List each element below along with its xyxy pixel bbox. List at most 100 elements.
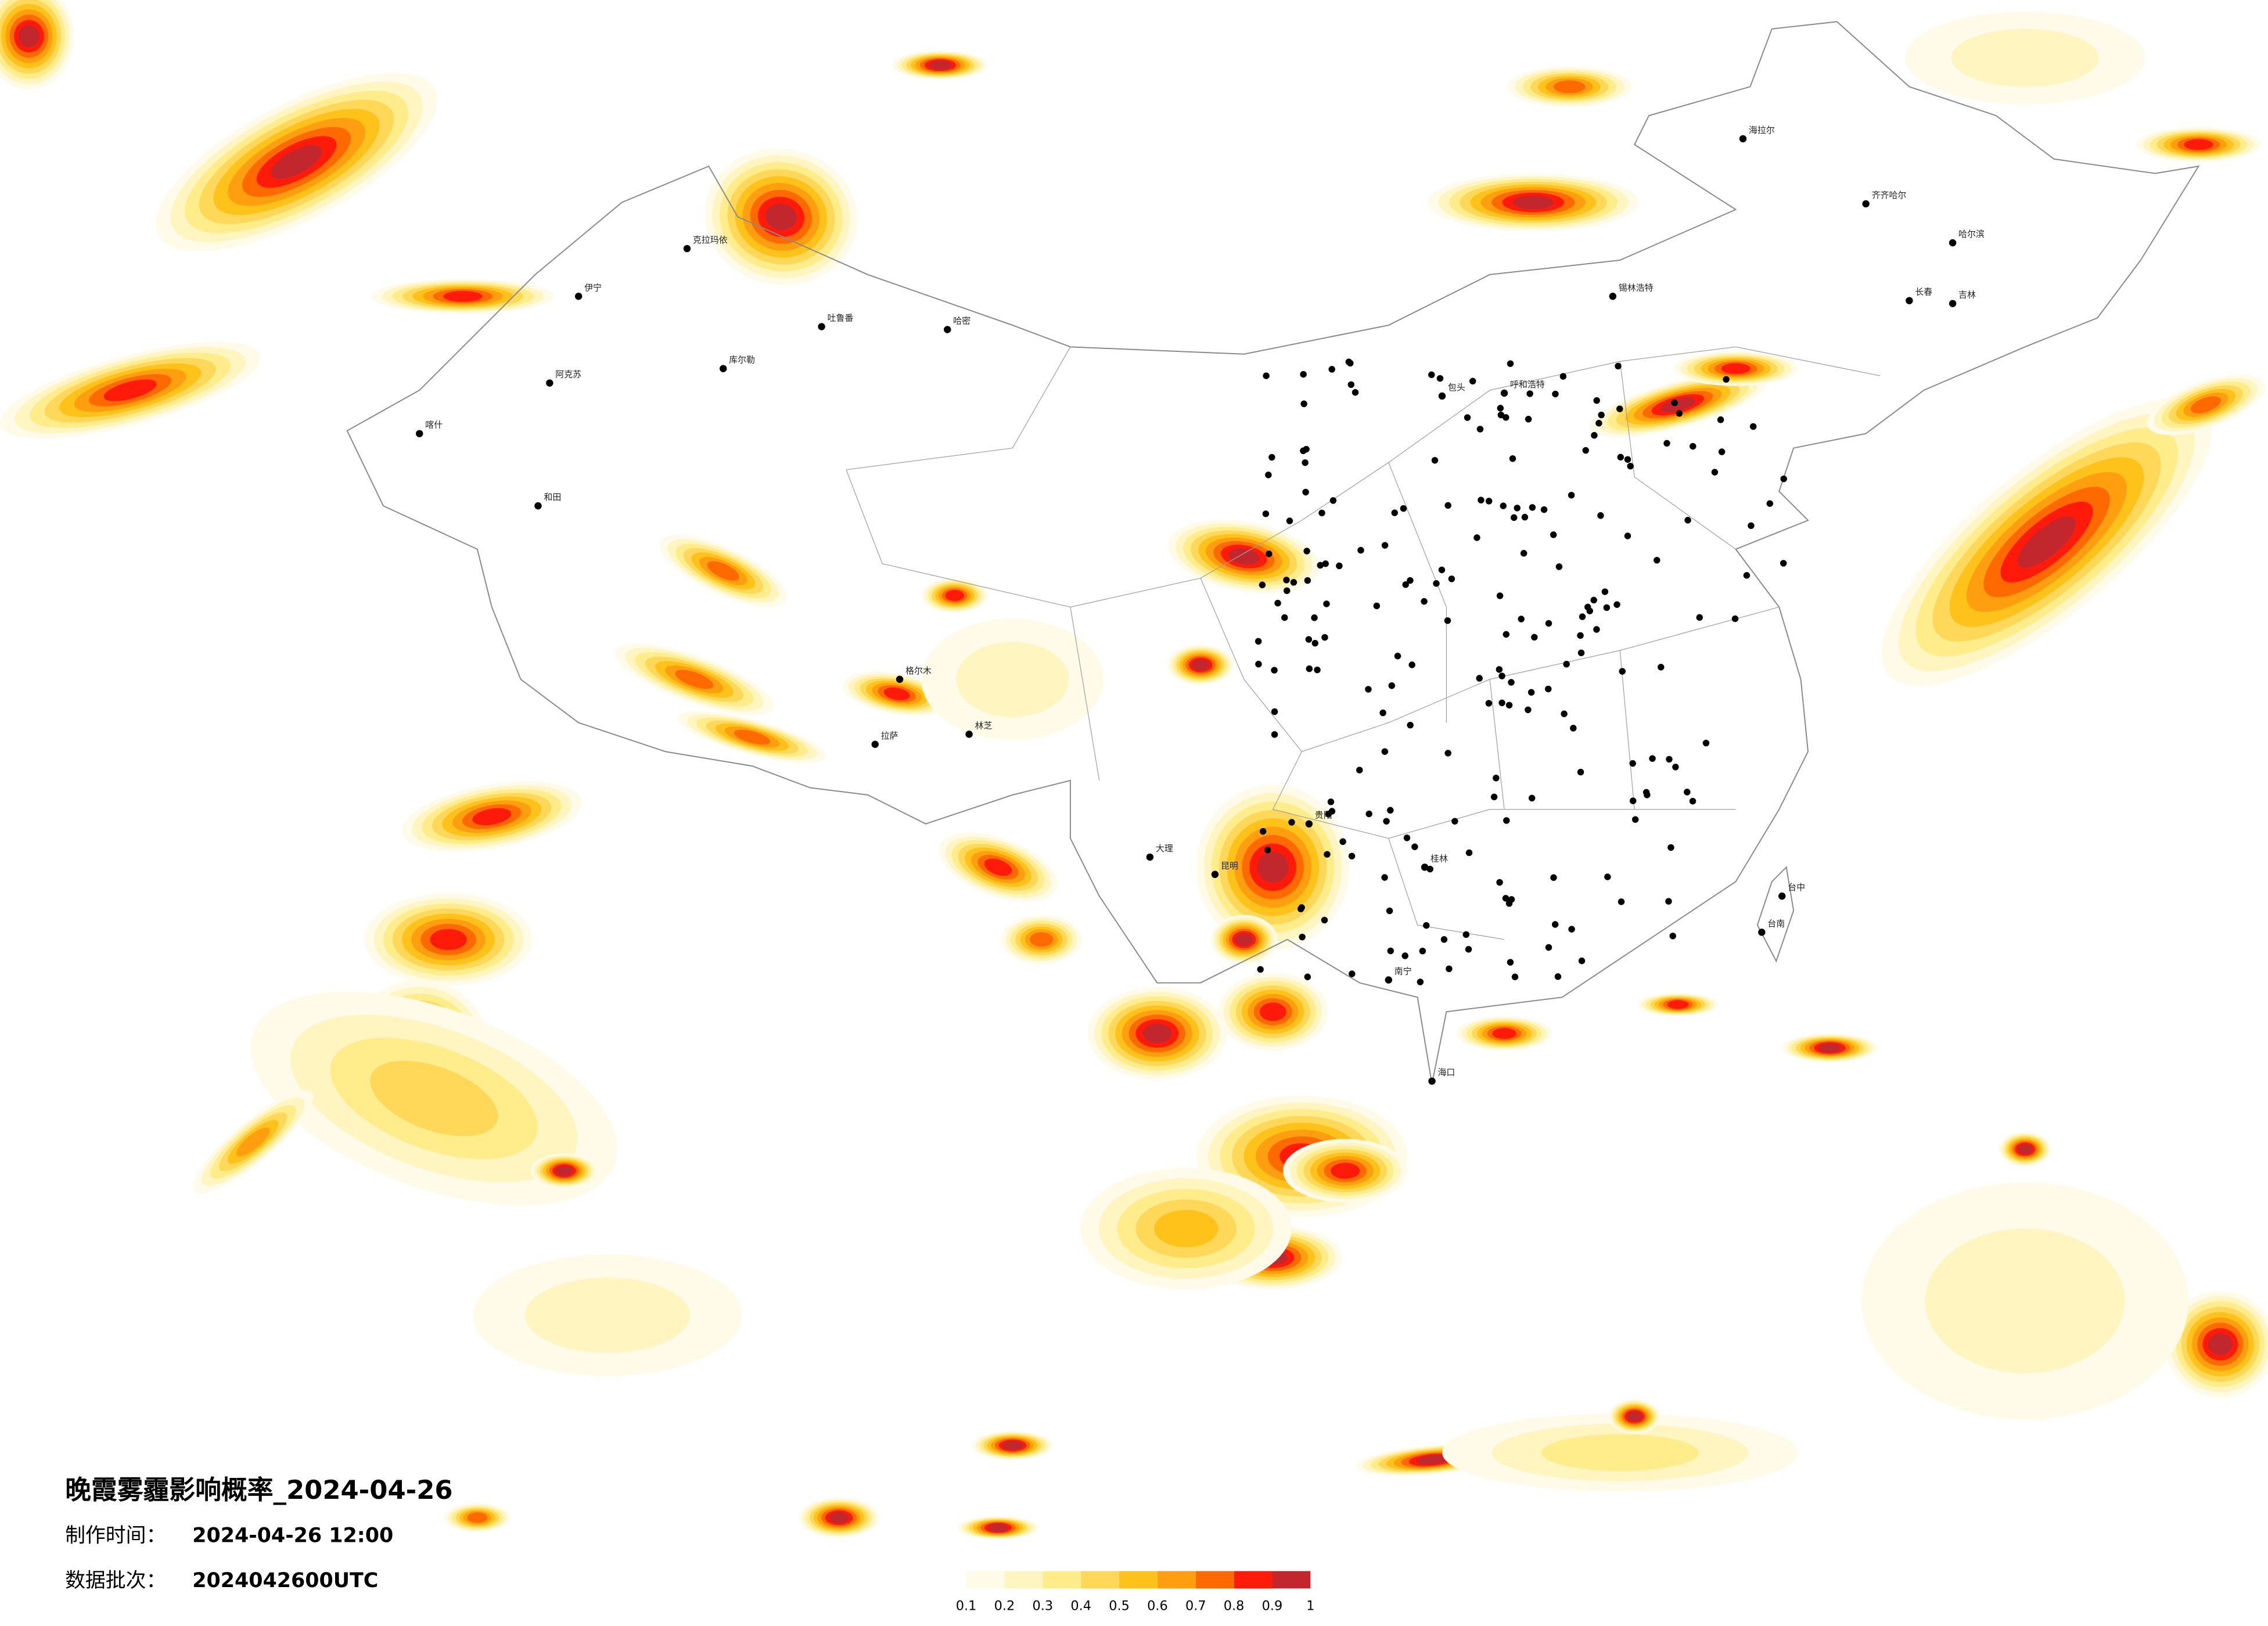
- city-dot: [1381, 542, 1389, 549]
- province-borders: [846, 346, 1881, 940]
- city-dot: [1718, 448, 1726, 455]
- city-dot: [1465, 849, 1473, 857]
- city-label: 昆明: [1221, 861, 1238, 871]
- city-dot: [871, 740, 879, 748]
- city-dot: [1666, 756, 1673, 763]
- city-dot: [1311, 614, 1318, 621]
- heat-area: [984, 858, 1012, 876]
- city-dot: [1906, 297, 1913, 304]
- country-border: [346, 21, 2200, 1084]
- batch-label: 数据批次：: [65, 1569, 166, 1592]
- heat-area: [2017, 1143, 2033, 1154]
- city-dot: [1300, 400, 1307, 408]
- heat-area: [2184, 139, 2213, 150]
- heat-area: [734, 729, 771, 745]
- city-dot: [1304, 973, 1311, 980]
- colorbar-tick-label: 0.5: [1109, 1599, 1130, 1614]
- city-dot: [1601, 588, 1609, 595]
- city-dot: [1550, 531, 1557, 538]
- city-dot: [1525, 416, 1532, 423]
- city-dot: [1318, 509, 1325, 517]
- city-dot: [1949, 239, 1957, 247]
- city-dot: [1603, 604, 1611, 611]
- city-dot: [1559, 373, 1567, 380]
- heat-area: [1228, 548, 1260, 565]
- city-dot: [1525, 706, 1532, 714]
- city-dot: [1597, 512, 1604, 519]
- city-dot: [1500, 502, 1507, 509]
- colorbar-swatch: [1234, 1571, 1273, 1589]
- heat-area: [675, 670, 714, 689]
- heat-area: [443, 290, 483, 302]
- city-dot: [1462, 931, 1470, 938]
- city-dot: [1417, 979, 1424, 985]
- city-dot: [1665, 898, 1672, 905]
- heat-area: [1259, 1002, 1286, 1021]
- city-dot: [1266, 551, 1273, 557]
- city-dot: [1347, 381, 1355, 388]
- city-dot: [1365, 810, 1372, 818]
- city-dot: [1264, 846, 1271, 854]
- city-dot: [1545, 685, 1552, 693]
- city-dot: [1500, 389, 1508, 397]
- city-dot: [1485, 700, 1493, 707]
- colorbar-tick-label: 0.8: [1224, 1599, 1245, 1614]
- city-dot: [1446, 965, 1453, 973]
- city-dot: [1527, 689, 1535, 696]
- city-label: 吐鲁番: [828, 313, 854, 323]
- city-dot: [1577, 768, 1584, 776]
- city-dot: [1690, 443, 1696, 450]
- city-dot: [1593, 626, 1600, 633]
- city-dot: [546, 379, 553, 387]
- heat-area: [555, 1165, 573, 1176]
- city-dot: [1317, 562, 1324, 569]
- city-dot: [1347, 359, 1354, 367]
- city-dot: [1314, 666, 1321, 674]
- city-dot: [1476, 675, 1483, 682]
- heat-area: [2017, 516, 2076, 568]
- city-dot: [1311, 639, 1319, 647]
- city-dot: [1433, 580, 1440, 587]
- city-dot: [1584, 603, 1591, 611]
- city-dot: [1259, 828, 1267, 835]
- city-dot: [1485, 498, 1493, 505]
- heat-area: [1191, 659, 1210, 671]
- city-dot: [1274, 599, 1281, 607]
- colorbar-tick-label: 0.4: [1070, 1599, 1091, 1614]
- city-dot: [1555, 563, 1563, 570]
- city-dot: [1305, 636, 1313, 643]
- city-dot: [1284, 587, 1291, 594]
- city-dot: [1336, 562, 1343, 570]
- city-dot: [1394, 652, 1401, 660]
- colorbar-tick-label: 0.1: [956, 1599, 977, 1614]
- city-dot: [1297, 905, 1304, 912]
- city-dot: [1428, 371, 1435, 379]
- heat-area: [1257, 851, 1289, 883]
- city-dot: [1302, 459, 1309, 466]
- city-dot: [1497, 411, 1505, 419]
- heat-area: [956, 642, 1069, 717]
- city-dot: [1306, 665, 1313, 672]
- colorbar-swatch: [1043, 1571, 1081, 1589]
- city-dot: [1290, 579, 1297, 586]
- heat-area: [472, 808, 512, 825]
- city-dot: [1509, 455, 1516, 462]
- heat-area: [1818, 1043, 1841, 1053]
- heat-area: [1331, 1163, 1360, 1179]
- city-dot: [1322, 560, 1329, 567]
- city-dot: [1663, 440, 1670, 447]
- city-dot: [1431, 456, 1439, 464]
- city-dot: [1508, 896, 1515, 903]
- city-dot: [1451, 818, 1458, 825]
- heat-area: [370, 1060, 498, 1136]
- city-dot: [1403, 834, 1411, 841]
- city-dot: [1328, 808, 1336, 815]
- city-dot: [1469, 377, 1476, 385]
- city-dot: [1684, 789, 1691, 796]
- city-dot: [574, 293, 583, 300]
- made-time: 2024-04-26 12:00: [192, 1524, 393, 1548]
- heat-area: [1416, 1455, 1448, 1465]
- heat-area: [1142, 1023, 1172, 1044]
- city-dot: [1283, 577, 1290, 584]
